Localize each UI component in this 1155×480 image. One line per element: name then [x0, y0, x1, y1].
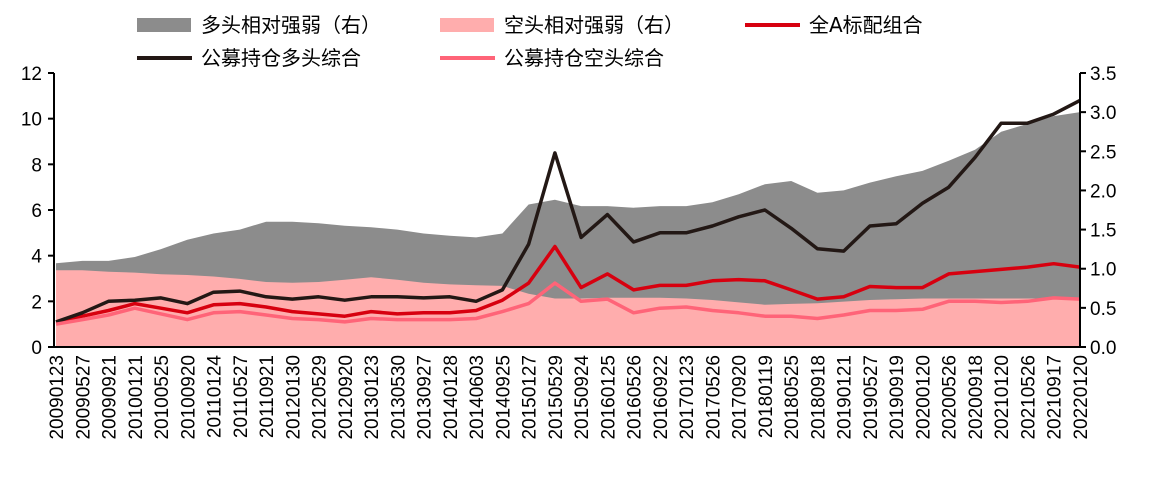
left-tick-label: 6 — [31, 201, 42, 222]
x-tick-label: 20100121 — [126, 355, 147, 440]
x-tick-label: 20090527 — [73, 355, 94, 440]
x-tick-label: 20180119 — [756, 355, 777, 438]
x-tick-label: 20090123 — [47, 355, 68, 440]
line-series-3 — [55, 98, 1081, 324]
left-tick-label: 0 — [31, 338, 42, 359]
line-layer — [55, 98, 1081, 326]
x-tick-label: 20120130 — [283, 355, 304, 440]
x-tick-label: 20110124 — [205, 355, 226, 439]
x-tick-label: 20140603 — [467, 355, 488, 440]
right-tick-label: 1.5 — [1090, 221, 1116, 242]
axes: 0 2 4 6 8 10 12 0.0 0.5 1.0 1.5 2.0 2.5 3.0 3.5 2009012… — [21, 64, 1117, 440]
left-tick-label: 12 — [21, 64, 42, 85]
x-tick-label: 20160125 — [598, 355, 619, 440]
x-tick-label: 20150127 — [520, 355, 541, 440]
x-tick-label: 20190919 — [887, 355, 908, 440]
x-tick-label: 20130123 — [362, 355, 383, 440]
x-tick-label: 20180918 — [808, 355, 829, 440]
x-tick-label: 20110921 — [257, 355, 278, 438]
x-tick-label: 20140128 — [441, 355, 462, 440]
x-tick-label: 20140925 — [493, 355, 514, 440]
line-series-2 — [55, 244, 1081, 324]
area-series-1 — [56, 270, 1080, 347]
x-tick-label: 20100525 — [152, 355, 173, 440]
left-tick-label: 8 — [31, 155, 42, 176]
legend-swatch-1 — [440, 18, 494, 32]
x-tick-label: 20130530 — [388, 355, 409, 440]
legend-label-3: 公募持仓多头综合 — [201, 46, 361, 70]
line-series-4 — [55, 281, 1081, 326]
x-tick-label: 20170920 — [730, 355, 751, 440]
right-tick-label: 0.5 — [1090, 299, 1116, 320]
left-tick-label: 4 — [31, 247, 42, 268]
x-tick-label: 20150529 — [546, 355, 567, 440]
x-tick-label: 20090921 — [100, 355, 121, 440]
x-tick-label: 20180525 — [782, 355, 803, 440]
legend-label-1: 空头相对强弱（右） — [504, 13, 684, 37]
x-tick-label: 20170526 — [703, 355, 724, 440]
right-tick-label: 0.0 — [1090, 338, 1116, 359]
legend-label-0: 多头相对强弱（右） — [201, 13, 381, 37]
x-tick-label: 20200120 — [914, 355, 935, 440]
left-tick-label: 2 — [31, 292, 42, 313]
x-tick-label: 20210526 — [1019, 355, 1040, 440]
x-tick-label: 20220120 — [1071, 355, 1092, 440]
x-tick-label: 20210120 — [992, 355, 1013, 440]
right-tick-label: 3.0 — [1090, 103, 1116, 124]
right-tick-label: 2.5 — [1090, 142, 1116, 163]
legend-label-2: 全A标配组合 — [809, 13, 923, 37]
right-tick-label: 2.0 — [1090, 181, 1116, 202]
x-tick-label: 20160526 — [625, 355, 646, 440]
x-tick-label: 20210917 — [1045, 355, 1066, 440]
right-tick-label: 3.5 — [1090, 64, 1116, 85]
left-tick-label: 10 — [21, 110, 42, 131]
x-tick-label: 20200526 — [940, 355, 961, 440]
area-layer — [56, 112, 1080, 347]
x-tick-label: 20120529 — [310, 355, 331, 440]
x-tick-label: 20160922 — [651, 355, 672, 440]
x-tick-label: 20150924 — [572, 355, 593, 440]
x-tick-label: 20170123 — [677, 355, 698, 440]
legend-swatch-0 — [137, 18, 191, 32]
x-tick-label: 20100920 — [178, 355, 199, 440]
x-tick-label: 20190527 — [861, 355, 882, 440]
x-tick-label: 20190121 — [835, 355, 856, 440]
x-tick-label: 20120920 — [336, 355, 357, 440]
legend-label-4: 公募持仓空头综合 — [504, 46, 664, 70]
x-tick-label: 20130927 — [415, 355, 436, 440]
right-tick-label: 1.0 — [1090, 260, 1116, 281]
x-tick-label: 20200918 — [966, 355, 987, 440]
x-tick-label: 20110527 — [231, 355, 252, 438]
